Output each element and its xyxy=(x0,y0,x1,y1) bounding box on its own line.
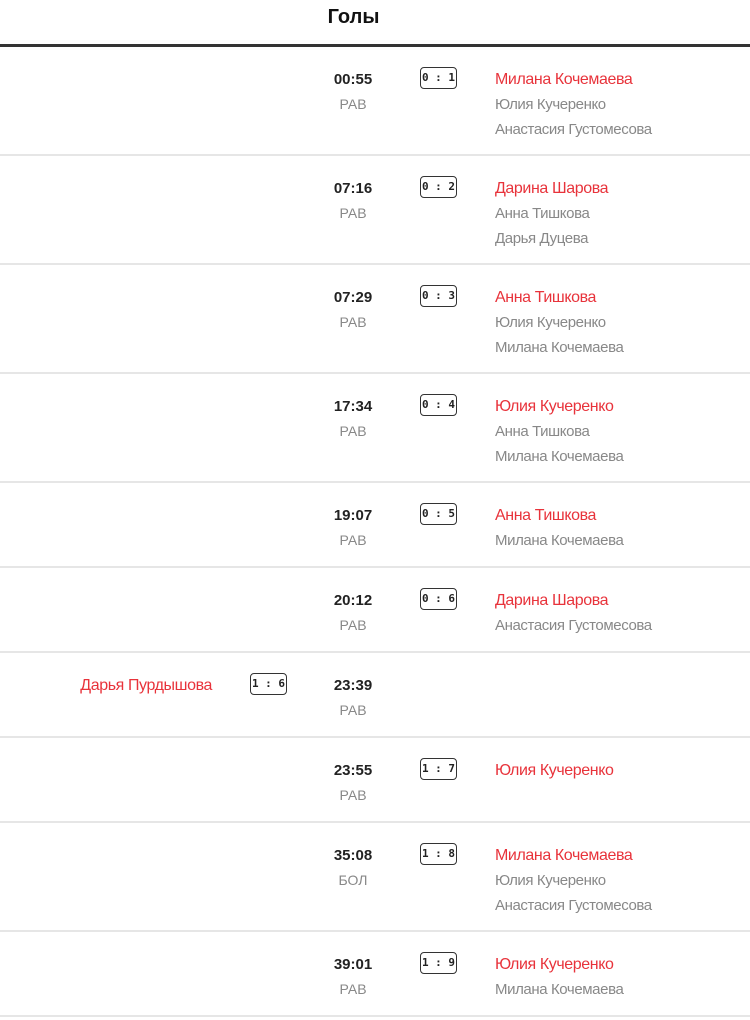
goal-time: 19:07 xyxy=(333,507,373,524)
goals-header: Голы xyxy=(0,0,750,47)
goal-players: Юлия Кучеренко xyxy=(495,758,750,783)
goal-time-block: 00:55 РАВ xyxy=(313,67,393,117)
assist-name[interactable]: Милана Кочемаева xyxy=(495,448,624,465)
goal-players: Дарья Пурдышова xyxy=(40,673,212,698)
assist-name[interactable]: Юлия Кучеренко xyxy=(495,872,606,889)
assist-name[interactable]: Юлия Кучеренко xyxy=(495,96,606,113)
goal-players: Милана Кочемаева Юлия Кучеренко Анастасия … xyxy=(495,67,750,142)
goal-situation: РАВ xyxy=(339,314,367,330)
assist-name[interactable]: Анна Тишкова xyxy=(495,423,590,440)
goal-time-block: 35:08 БОЛ xyxy=(313,843,393,893)
goal-situation: БОЛ xyxy=(338,872,368,888)
goal-situation: РАВ xyxy=(339,787,367,803)
goal-spacer xyxy=(495,673,750,698)
goal-row: 19:07 РАВ 0 : 5 Анна Тишкова Милана Кочемаев… xyxy=(0,483,750,568)
goal-time-block: 20:12 РАВ xyxy=(313,588,393,638)
goal-time: 07:29 xyxy=(333,289,373,306)
scorer-name[interactable]: Юлия Кучеренко xyxy=(495,398,614,415)
assist-name[interactable]: Милана Кочемаева xyxy=(495,532,624,549)
scorer-name[interactable]: Милана Кочемаева xyxy=(495,847,633,864)
goal-players: Дарина Шарова Анна Тишкова Дарья Дуцева xyxy=(495,176,750,251)
goal-situation: РАВ xyxy=(339,617,367,633)
goal-row: 23:55 РАВ 1 : 7 Юлия Кучеренко xyxy=(0,738,750,823)
goal-players: Анна Тишкова Юлия Кучеренко Милана Кочемае… xyxy=(495,285,750,360)
goal-time: 00:55 xyxy=(333,71,373,88)
assist-name[interactable]: Милана Кочемаева xyxy=(495,981,624,998)
scorer-name[interactable]: Дарина Шарова xyxy=(495,592,609,609)
score-badge: 0 : 5 xyxy=(420,503,457,525)
goal-players: Милана Кочемаева Юлия Кучеренко Анастасия … xyxy=(495,843,750,918)
assist-name[interactable]: Юлия Кучеренко xyxy=(495,314,606,331)
goal-time-block: 23:55 РАВ xyxy=(313,758,393,808)
goal-situation: РАВ xyxy=(339,702,367,718)
goal-time: 23:39 xyxy=(333,677,373,694)
goal-time-block: 07:29 РАВ xyxy=(313,285,393,335)
goal-time: 07:16 xyxy=(333,180,373,197)
assist-name[interactable]: Анастасия Густомесова xyxy=(495,121,652,138)
scorer-name[interactable]: Дарья Пурдышова xyxy=(80,677,212,694)
goal-row: 35:08 БОЛ 1 : 8 Милана Кочемаева Юлия Кучере… xyxy=(0,823,750,932)
assist-name[interactable]: Анастасия Густомесова xyxy=(495,617,652,634)
score-badge: 1 : 9 xyxy=(420,952,457,974)
score-badge: 1 : 6 xyxy=(250,673,287,695)
goal-time-block: 19:07 РАВ xyxy=(313,503,393,553)
score-badge: 1 : 7 xyxy=(420,758,457,780)
score-badge: 0 : 1 xyxy=(420,67,457,89)
goal-time-block: 17:34 РАВ xyxy=(313,394,393,444)
scorer-name[interactable]: Анна Тишкова xyxy=(495,507,597,524)
goal-players: Юлия Кучеренко Милана Кочемаева xyxy=(495,952,750,1002)
scorer-name[interactable]: Милана Кочемаева xyxy=(495,71,633,88)
score-badge: 0 : 2 xyxy=(420,176,457,198)
score-badge: 0 : 6 xyxy=(420,588,457,610)
goal-row: 00:55 РАВ 0 : 1 Милана Кочемаева Юлия Кучере… xyxy=(0,47,750,156)
goal-time: 17:34 xyxy=(333,398,373,415)
score-badge: 1 : 8 xyxy=(420,843,457,865)
goal-situation: РАВ xyxy=(339,96,367,112)
scorer-name[interactable]: Юлия Кучеренко xyxy=(495,762,614,779)
goal-time: 39:01 xyxy=(333,956,373,973)
assist-name[interactable]: Дарья Дуцева xyxy=(495,230,589,247)
goal-situation: РАВ xyxy=(339,423,367,439)
goal-time: 23:55 xyxy=(333,762,373,779)
section-title: Голы xyxy=(327,6,380,28)
goal-time-block: 07:16 РАВ xyxy=(313,176,393,226)
goals-list: 00:55 РАВ 0 : 1 Милана Кочемаева Юлия Кучере… xyxy=(0,47,750,1017)
goal-players: Дарина Шарова Анастасия Густомесова xyxy=(495,588,750,638)
goal-situation: РАВ xyxy=(339,532,367,548)
assist-name[interactable]: Милана Кочемаева xyxy=(495,339,624,356)
scorer-name[interactable]: Дарина Шарова xyxy=(495,180,609,197)
goal-row: 07:29 РАВ 0 : 3 Анна Тишкова Юлия Кучеренко М… xyxy=(0,265,750,374)
goal-row: 20:12 РАВ 0 : 6 Дарина Шарова Анастасия Густ… xyxy=(0,568,750,653)
goal-time-block: 39:01 РАВ xyxy=(313,952,393,1002)
goal-situation: РАВ xyxy=(339,205,367,221)
goal-time-block: 23:39 РАВ xyxy=(313,673,393,723)
goal-row: 07:16 РАВ 0 : 2 Дарина Шарова Анна Тишкова Да… xyxy=(0,156,750,265)
score-badge: 0 : 4 xyxy=(420,394,457,416)
assist-name[interactable]: Анастасия Густомесова xyxy=(495,897,652,914)
score-badge: 0 : 3 xyxy=(420,285,457,307)
goal-players: Анна Тишкова Милана Кочемаева xyxy=(495,503,750,553)
goal-row: 17:34 РАВ 0 : 4 Юлия Кучеренко Анна Тишкова М… xyxy=(0,374,750,483)
goal-time: 20:12 xyxy=(333,592,373,609)
goal-time: 35:08 xyxy=(333,847,373,864)
scorer-name[interactable]: Анна Тишкова xyxy=(495,289,597,306)
goal-row: 39:01 РАВ 1 : 9 Юлия Кучеренко Милана Кочема… xyxy=(0,932,750,1017)
goal-players: Юлия Кучеренко Анна Тишкова Милана Кочемае… xyxy=(495,394,750,469)
scorer-name[interactable]: Юлия Кучеренко xyxy=(495,956,614,973)
goal-row: 23:39 РАВ 1 : 6 Дарья Пурдышова xyxy=(0,653,750,738)
assist-name[interactable]: Анна Тишкова xyxy=(495,205,590,222)
goal-situation: РАВ xyxy=(339,981,367,997)
